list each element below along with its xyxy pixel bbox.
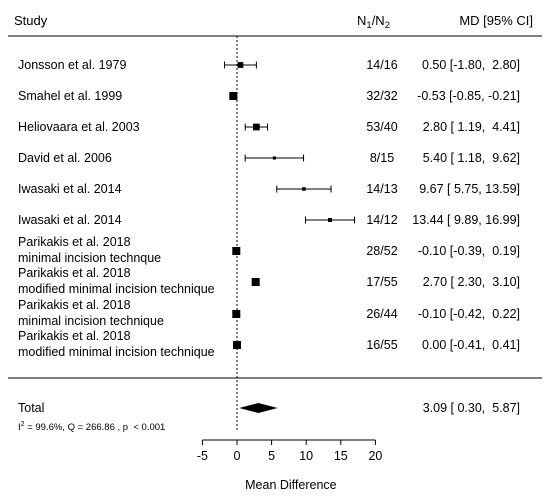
study-ci-text: 2.70 [ 2.30, 3.10]	[423, 275, 520, 289]
study-row: Jonsson et al. 1979 14/16 0.50 [-1.80, 2.8…	[18, 58, 520, 72]
study-label: Jonsson et al. 1979	[18, 58, 126, 72]
total-ci-text: 3.09 [ 0.30, 5.87]	[423, 401, 520, 415]
study-rows: Jonsson et al. 1979 14/16 0.50 [-1.80, 2.8…	[18, 58, 520, 359]
x-tick-label: 20	[368, 449, 382, 463]
effect-marker	[233, 341, 241, 349]
summary-diamond	[239, 403, 278, 413]
x-axis-title: Mean Difference	[245, 478, 337, 492]
study-row: Heliovaara et al. 2003 53/40 2.80 [ 1.19, …	[18, 120, 520, 134]
total-label: Total	[18, 401, 44, 415]
heterogeneity-i-sup: 2	[21, 421, 25, 428]
study-label: David et al. 2006	[18, 151, 112, 165]
study-row: Parikakis et al. 2018 minimal incision te…	[18, 298, 520, 328]
study-ci-text: -0.10 [-0.39, 0.19]	[418, 244, 520, 258]
x-tick-label: 15	[334, 449, 348, 463]
study-n: 26/44	[366, 307, 397, 321]
effect-marker	[232, 310, 241, 318]
x-tick-label: 0	[234, 449, 241, 463]
effect-marker	[272, 156, 276, 160]
header-md: MD [95% CI]	[459, 13, 533, 28]
study-n: 16/55	[366, 338, 397, 352]
study-label: Iwasaki et al. 2014	[18, 182, 122, 196]
x-axis: -5 0 5 10 15 20 Mean Difference	[197, 439, 382, 492]
study-row: Smahel et al. 1999 32/32 -0.53 [-0.85, -0.…	[18, 89, 520, 103]
effect-marker	[302, 187, 306, 191]
x-tick-label: -5	[197, 449, 208, 463]
study-row: David et al. 2006 8/15 5.40 [ 1.18, 9.62]	[18, 151, 520, 165]
study-ci-text: -0.53 [-0.85, -0.21]	[417, 89, 520, 103]
x-tick-label: 10	[299, 449, 313, 463]
study-sublabel: modified minimal incision technique	[18, 345, 215, 359]
study-row: Parikakis et al. 2018 modified minimal in…	[18, 329, 520, 359]
study-ci-text: 0.50 [-1.80, 2.80]	[422, 58, 520, 72]
heterogeneity-rest: = 99.6%, Q = 266.86 , p < 0.001	[25, 422, 166, 433]
study-sublabel: minimal incision technque	[18, 251, 161, 265]
study-label: Parikakis et al. 2018	[18, 235, 131, 249]
effect-marker	[229, 92, 238, 100]
study-n: 8/15	[370, 151, 394, 165]
study-label: Iwasaki et al. 2014	[18, 213, 122, 227]
header-n-main: N	[357, 13, 366, 28]
header-n-sub1: 1	[366, 20, 371, 31]
study-n: 14/12	[366, 213, 397, 227]
heterogeneity-stats: I2 = 99.6%, Q = 266.86 , p < 0.001	[18, 421, 165, 433]
study-n: 28/52	[366, 244, 397, 258]
effect-marker	[251, 278, 260, 286]
study-ci-text: 2.80 [ 1.19, 4.41]	[423, 120, 520, 134]
study-ci-text: -0.10 [-0.42, 0.22]	[418, 307, 520, 321]
study-label: Parikakis et al. 2018	[18, 266, 131, 280]
header-n-sub2: 2	[385, 20, 390, 31]
study-n: 53/40	[366, 120, 397, 134]
study-ci-text: 0.00 [-0.41, 0.41]	[422, 338, 520, 352]
study-n: 17/55	[366, 275, 397, 289]
total-row: Total 3.09 [ 0.30, 5.87] I2 = 99.6%, Q = 2…	[18, 401, 520, 433]
effect-marker	[232, 247, 241, 255]
study-n: 14/13	[366, 182, 397, 196]
study-n: 32/32	[366, 89, 397, 103]
header-n: N1/N2	[357, 13, 390, 31]
study-label: Parikakis et al. 2018	[18, 298, 131, 312]
x-tick-label: 5	[268, 449, 275, 463]
study-label: Smahel et al. 1999	[18, 89, 122, 103]
header-n-slash: /N	[372, 13, 385, 28]
study-row: Iwasaki et al. 2014 14/13 9.67 [ 5.75, 13.…	[18, 182, 520, 196]
study-label: Heliovaara et al. 2003	[18, 120, 140, 134]
study-n: 14/16	[366, 58, 397, 72]
study-row: Parikakis et al. 2018 modified minimal in…	[18, 266, 520, 296]
study-row: Iwasaki et al. 2014 14/12 13.44 [ 9.89, 16…	[18, 213, 520, 227]
effect-marker	[237, 62, 244, 68]
heterogeneity-i: I	[18, 422, 21, 433]
study-row: Parikakis et al. 2018 minimal incision te…	[18, 235, 520, 265]
effect-marker	[253, 123, 260, 131]
effect-marker	[327, 217, 333, 223]
study-label: Parikakis et al. 2018	[18, 329, 131, 343]
study-sublabel: modified minimal incision technique	[18, 282, 215, 296]
study-ci-text: 9.67 [ 5.75, 13.59]	[419, 182, 520, 196]
study-ci-text: 13.44 [ 9.89, 16.99]	[412, 213, 520, 227]
study-ci-text: 5.40 [ 1.18, 9.62]	[423, 151, 520, 165]
study-sublabel: minimal incision technique	[18, 314, 164, 328]
header-study: Study	[14, 13, 48, 28]
